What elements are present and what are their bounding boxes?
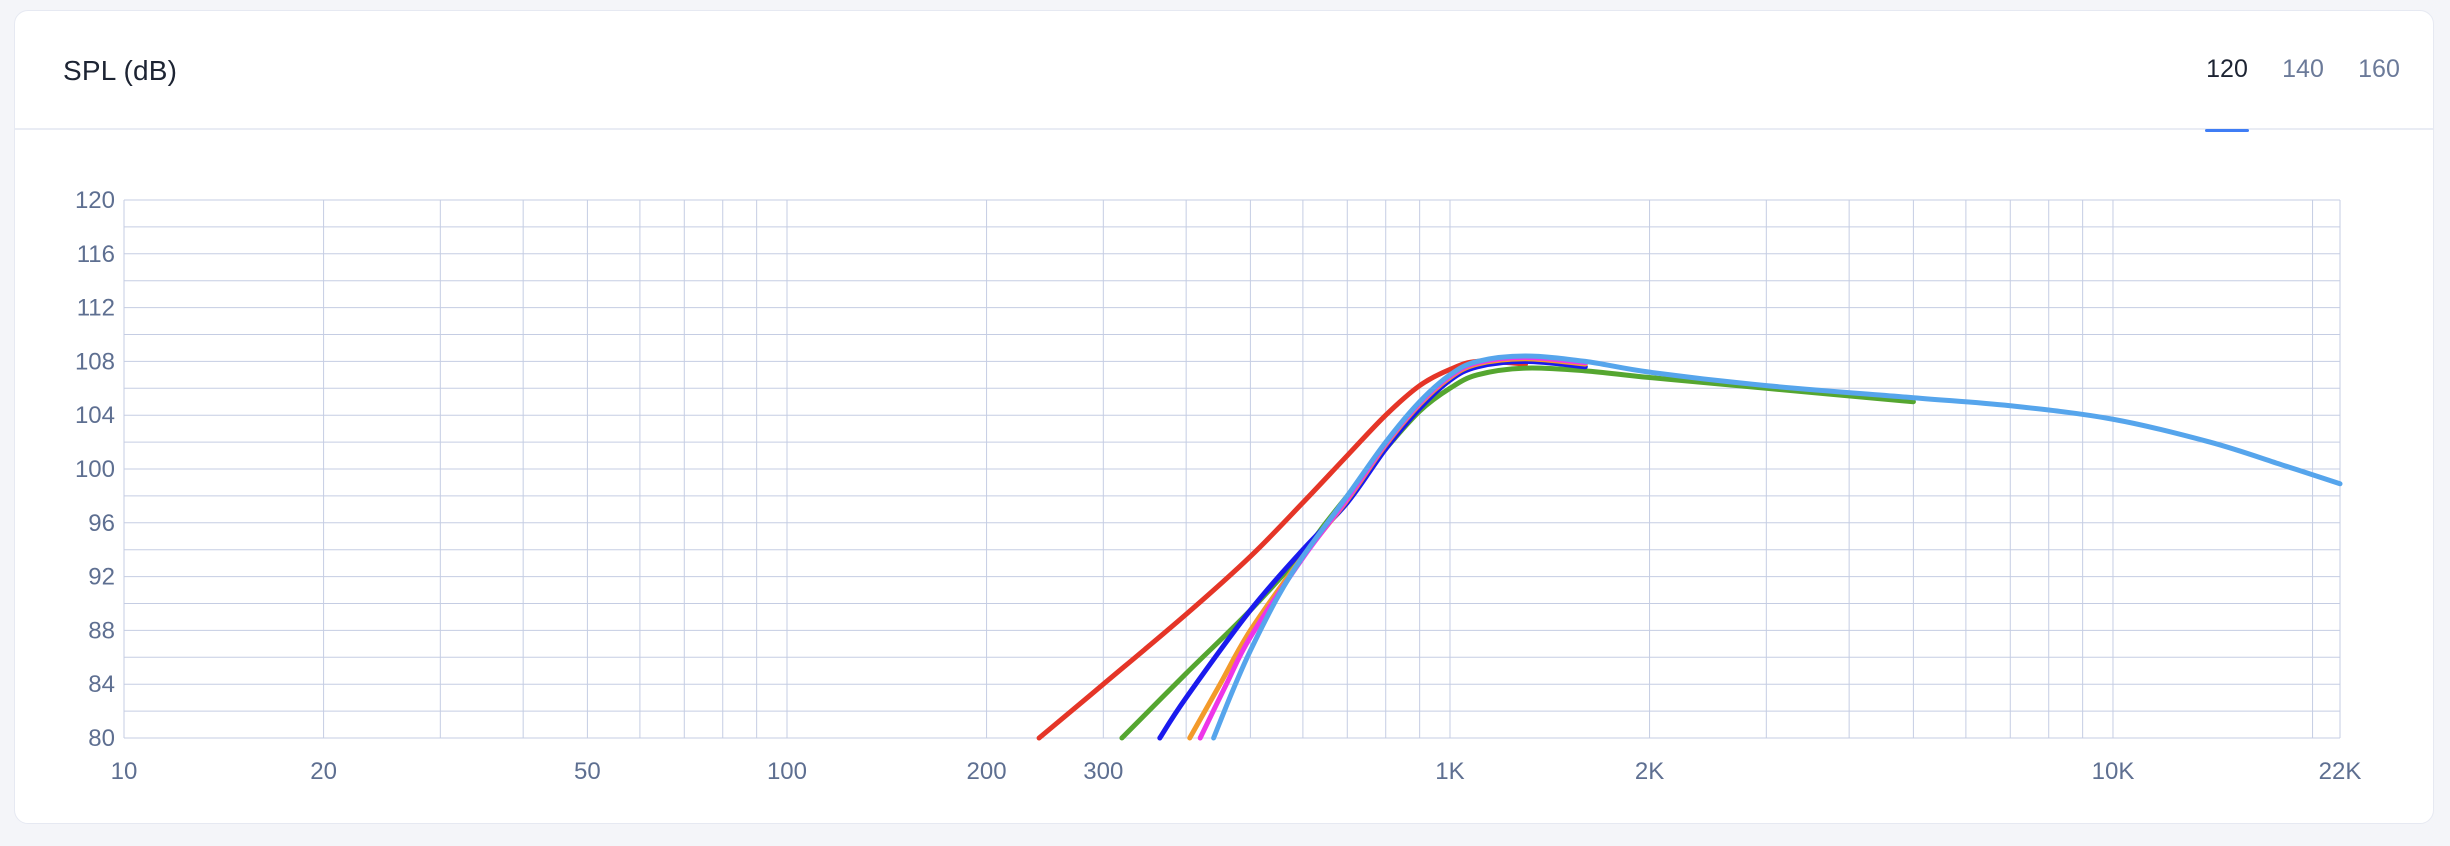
y-tick-label: 104 bbox=[75, 402, 115, 429]
y-tick-label: 96 bbox=[88, 510, 115, 537]
chart-title: SPL (dB) bbox=[63, 55, 178, 86]
spl-chart-card: SPL (dB) 120 140 160 120 116 112 108 104 100 9… bbox=[14, 10, 2434, 824]
spl-frequency-chart: 120 116 112 108 104 100 96 92 88 84 80 10 20 50 100 200… bbox=[75, 187, 2362, 785]
card-header: SPL (dB) 120 140 160 bbox=[15, 11, 2433, 132]
y-tick-label: 116 bbox=[77, 241, 115, 268]
level-tabs: 120 140 160 bbox=[2189, 11, 2417, 132]
tab-120[interactable]: 120 bbox=[2189, 11, 2265, 132]
x-tick-label: 300 bbox=[1083, 758, 1123, 785]
y-tick-label: 88 bbox=[88, 617, 115, 644]
x-tick-label: 2K bbox=[1635, 758, 1664, 785]
series-line-6 bbox=[1211, 353, 2343, 741]
x-tick-label: 10K bbox=[2092, 758, 2135, 785]
y-tick-label: 108 bbox=[75, 348, 115, 375]
x-tick-label: 22K bbox=[2319, 758, 2362, 785]
series-line-1 bbox=[1036, 358, 1529, 741]
y-tick-label: 100 bbox=[75, 456, 115, 483]
y-tick-label: 120 bbox=[75, 187, 115, 214]
x-tick-label: 1K bbox=[1435, 758, 1464, 785]
x-tick-label: 100 bbox=[767, 758, 807, 785]
y-tick-label: 84 bbox=[88, 671, 115, 698]
x-tick-label: 200 bbox=[967, 758, 1007, 785]
tab-140[interactable]: 140 bbox=[2265, 11, 2341, 130]
tab-160[interactable]: 160 bbox=[2341, 11, 2417, 130]
tab-120-label: 120 bbox=[2206, 55, 2248, 83]
x-tick-label: 20 bbox=[310, 758, 337, 785]
tab-140-label: 140 bbox=[2282, 55, 2324, 83]
y-tick-label: 80 bbox=[88, 725, 115, 752]
tab-160-label: 160 bbox=[2358, 55, 2400, 83]
x-tick-label: 10 bbox=[111, 758, 138, 785]
y-tick-label: 92 bbox=[88, 564, 115, 591]
series-line-2 bbox=[1119, 365, 1916, 741]
x-tick-label: 50 bbox=[574, 758, 601, 785]
y-tick-label: 112 bbox=[77, 295, 115, 322]
